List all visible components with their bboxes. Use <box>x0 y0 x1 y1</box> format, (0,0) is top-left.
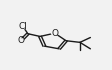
Circle shape <box>52 31 58 35</box>
Circle shape <box>18 39 24 43</box>
Text: Cl: Cl <box>18 22 27 31</box>
Circle shape <box>18 24 27 29</box>
Text: O: O <box>51 29 58 38</box>
Text: O: O <box>17 36 24 45</box>
